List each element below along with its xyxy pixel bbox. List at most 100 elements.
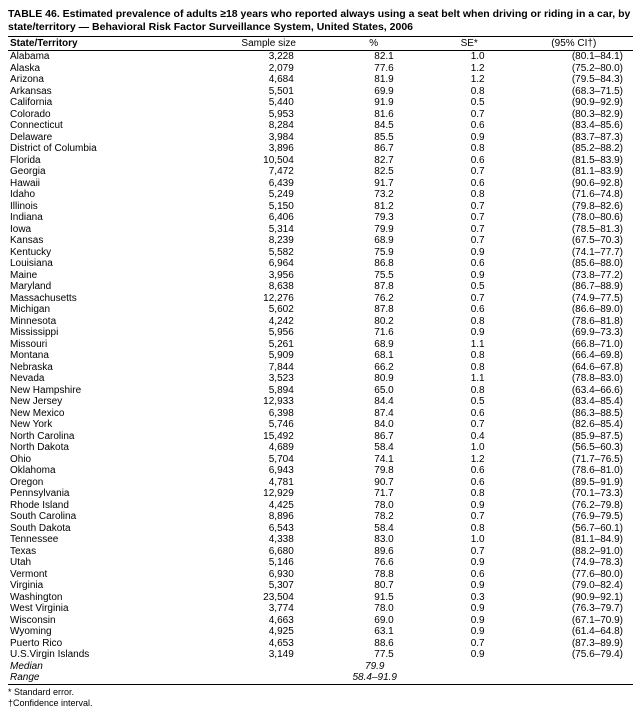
cell-percent: 75.9 — [324, 247, 424, 259]
table-row: Minnesota4,24280.20.8(78.6–81.8) — [8, 316, 633, 328]
table-row: Puerto Rico4,65388.60.7(87.3–89.9) — [8, 638, 633, 650]
cell-se: 0.8 — [424, 86, 515, 98]
cell-se: 0.7 — [424, 419, 515, 431]
cell-sample-size: 4,925 — [214, 626, 324, 638]
cell-state: Utah — [8, 557, 214, 569]
cell-se: 1.2 — [424, 454, 515, 466]
table-row: North Dakota4,68958.41.0(56.5–60.3) — [8, 442, 633, 454]
cell-se: 0.6 — [424, 155, 515, 167]
table-row: District of Columbia3,89686.70.8(85.2–88… — [8, 143, 633, 155]
cell-percent: 89.6 — [324, 546, 424, 558]
cell-percent: 82.7 — [324, 155, 424, 167]
cell-sample-size: 3,149 — [214, 649, 324, 661]
range-value: 58.4–91.9 — [324, 672, 424, 684]
cell-state: Arizona — [8, 74, 214, 86]
cell-sample-size: 6,943 — [214, 465, 324, 477]
cell-sample-size: 4,663 — [214, 615, 324, 627]
cell-percent: 90.7 — [324, 477, 424, 489]
cell-ci: (79.0–82.4) — [515, 580, 633, 592]
cell-se: 0.3 — [424, 592, 515, 604]
cell-percent: 78.0 — [324, 603, 424, 615]
table-row: Nevada3,52380.91.1(78.8–83.0) — [8, 373, 633, 385]
cell-se: 0.7 — [424, 546, 515, 558]
cell-ci: (90.9–92.9) — [515, 97, 633, 109]
cell-se: 0.9 — [424, 580, 515, 592]
cell-ci: (56.7–60.1) — [515, 523, 633, 535]
cell-se: 0.7 — [424, 224, 515, 236]
cell-state: Georgia — [8, 166, 214, 178]
cell-percent: 85.5 — [324, 132, 424, 144]
cell-state: Kansas — [8, 235, 214, 247]
cell-sample-size: 3,523 — [214, 373, 324, 385]
cell-state: Hawaii — [8, 178, 214, 190]
cell-ci: (79.8–82.6) — [515, 201, 633, 213]
table-row: Ohio5,70474.11.2(71.7–76.5) — [8, 454, 633, 466]
cell-percent: 88.6 — [324, 638, 424, 650]
cell-percent: 75.5 — [324, 270, 424, 282]
cell-ci: (81.1–84.9) — [515, 534, 633, 546]
cell-state: Maryland — [8, 281, 214, 293]
cell-ci: (80.1–84.1) — [515, 51, 633, 63]
cell-ci: (80.3–82.9) — [515, 109, 633, 121]
cell-sample-size: 5,501 — [214, 86, 324, 98]
cell-percent: 69.9 — [324, 86, 424, 98]
cell-ci: (88.2–91.0) — [515, 546, 633, 558]
cell-ci: (81.1–83.9) — [515, 166, 633, 178]
cell-percent: 69.0 — [324, 615, 424, 627]
cell-sample-size: 6,930 — [214, 569, 324, 581]
cell-se: 0.7 — [424, 293, 515, 305]
cell-se: 1.2 — [424, 74, 515, 86]
cell-se: 0.6 — [424, 120, 515, 132]
cell-state: Oklahoma — [8, 465, 214, 477]
cell-ci: (67.5–70.3) — [515, 235, 633, 247]
cell-sample-size: 4,781 — [214, 477, 324, 489]
cell-percent: 71.6 — [324, 327, 424, 339]
cell-se: 0.9 — [424, 270, 515, 282]
cell-state: North Carolina — [8, 431, 214, 443]
cell-percent: 68.9 — [324, 235, 424, 247]
cell-sample-size: 4,338 — [214, 534, 324, 546]
cell-sample-size: 5,909 — [214, 350, 324, 362]
cell-ci: (76.3–79.7) — [515, 603, 633, 615]
table-row: New Mexico6,39887.40.6(86.3–88.5) — [8, 408, 633, 420]
cell-sample-size: 4,242 — [214, 316, 324, 328]
cell-ci: (85.9–87.5) — [515, 431, 633, 443]
table-row: Tennessee4,33883.01.0(81.1–84.9) — [8, 534, 633, 546]
cell-percent: 81.2 — [324, 201, 424, 213]
cell-percent: 63.1 — [324, 626, 424, 638]
table-row: Wisconsin4,66369.00.9(67.1–70.9) — [8, 615, 633, 627]
cell-ci: (56.5–60.3) — [515, 442, 633, 454]
cell-ci: (87.3–89.9) — [515, 638, 633, 650]
cell-state: Nebraska — [8, 362, 214, 374]
footnote-ci: †Confidence interval. — [8, 698, 633, 709]
table-title: TABLE 46. Estimated prevalence of adults… — [8, 8, 633, 37]
cell-sample-size: 3,228 — [214, 51, 324, 63]
cell-state: Indiana — [8, 212, 214, 224]
cell-sample-size: 8,638 — [214, 281, 324, 293]
cell-ci: (61.4–64.8) — [515, 626, 633, 638]
cell-se: 0.9 — [424, 615, 515, 627]
table-row: Virginia5,30780.70.9(79.0–82.4) — [8, 580, 633, 592]
cell-sample-size: 3,984 — [214, 132, 324, 144]
cell-state: Missouri — [8, 339, 214, 351]
range-row: Range58.4–91.9 — [8, 672, 633, 684]
table-row: Utah5,14676.60.9(74.9–78.3) — [8, 557, 633, 569]
table-row: Vermont6,93078.80.6(77.6–80.0) — [8, 569, 633, 581]
cell-sample-size: 4,689 — [214, 442, 324, 454]
cell-state: Nevada — [8, 373, 214, 385]
table-row: California5,44091.90.5(90.9–92.9) — [8, 97, 633, 109]
footnote-se: * Standard error. — [8, 687, 633, 698]
cell-se: 0.7 — [424, 109, 515, 121]
cell-ci: (77.6–80.0) — [515, 569, 633, 581]
cell-se: 0.9 — [424, 649, 515, 661]
cell-se: 0.6 — [424, 477, 515, 489]
cell-state: South Dakota — [8, 523, 214, 535]
cell-se: 1.0 — [424, 51, 515, 63]
cell-sample-size: 7,844 — [214, 362, 324, 374]
cell-ci: (78.6–81.8) — [515, 316, 633, 328]
table-row: Connecticut8,28484.50.6(83.4–85.6) — [8, 120, 633, 132]
cell-ci: (82.6–85.4) — [515, 419, 633, 431]
cell-ci: (75.6–79.4) — [515, 649, 633, 661]
cell-ci: (68.3–71.5) — [515, 86, 633, 98]
cell-percent: 86.7 — [324, 143, 424, 155]
